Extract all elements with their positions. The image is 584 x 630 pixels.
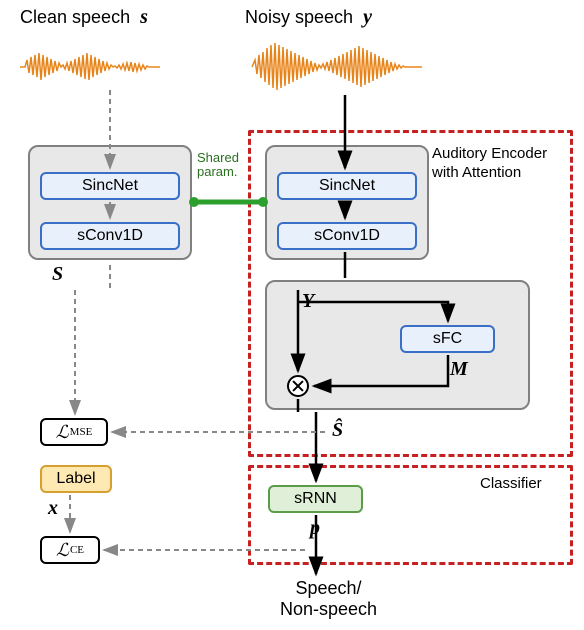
shat-label: Ŝ [332,419,343,442]
encoder-group-label-1: Auditory Encoder [432,145,547,162]
left-sincnet-box: SincNet [40,172,180,200]
ce-loss-box: ℒCE [40,536,100,564]
sfc-box: sFC [400,325,495,353]
noisy-waveform-icon [247,40,447,95]
clean-speech-label: Clean speech s [20,6,148,29]
output-label: Speech/Non-speech [280,578,377,620]
srnn-box: sRNN [268,485,363,513]
mse-loss-box: ℒMSE [40,418,108,446]
label-box: Label [40,465,112,493]
classifier-group-label: Classifier [480,475,542,492]
p-var-label: p [310,517,320,540]
y-cap-label: Y [302,290,314,313]
diagram-root: Clean speech s Noisy speech y Auditory E… [0,0,584,630]
right-sincnet-box: SincNet [277,172,417,200]
shared-param-label: Sharedparam. [197,151,239,180]
left-sconv-box: sConv1D [40,222,180,250]
clean-waveform-icon [15,45,185,90]
encoder-group-label-2: with Attention [432,164,521,181]
noisy-speech-label: Noisy speech y [245,6,372,29]
x-var-label: x [48,497,58,520]
multiply-icon [287,375,309,397]
right-sconv-box: sConv1D [277,222,417,250]
m-var-label: M [450,358,468,381]
s-cap-label: S [52,263,63,286]
